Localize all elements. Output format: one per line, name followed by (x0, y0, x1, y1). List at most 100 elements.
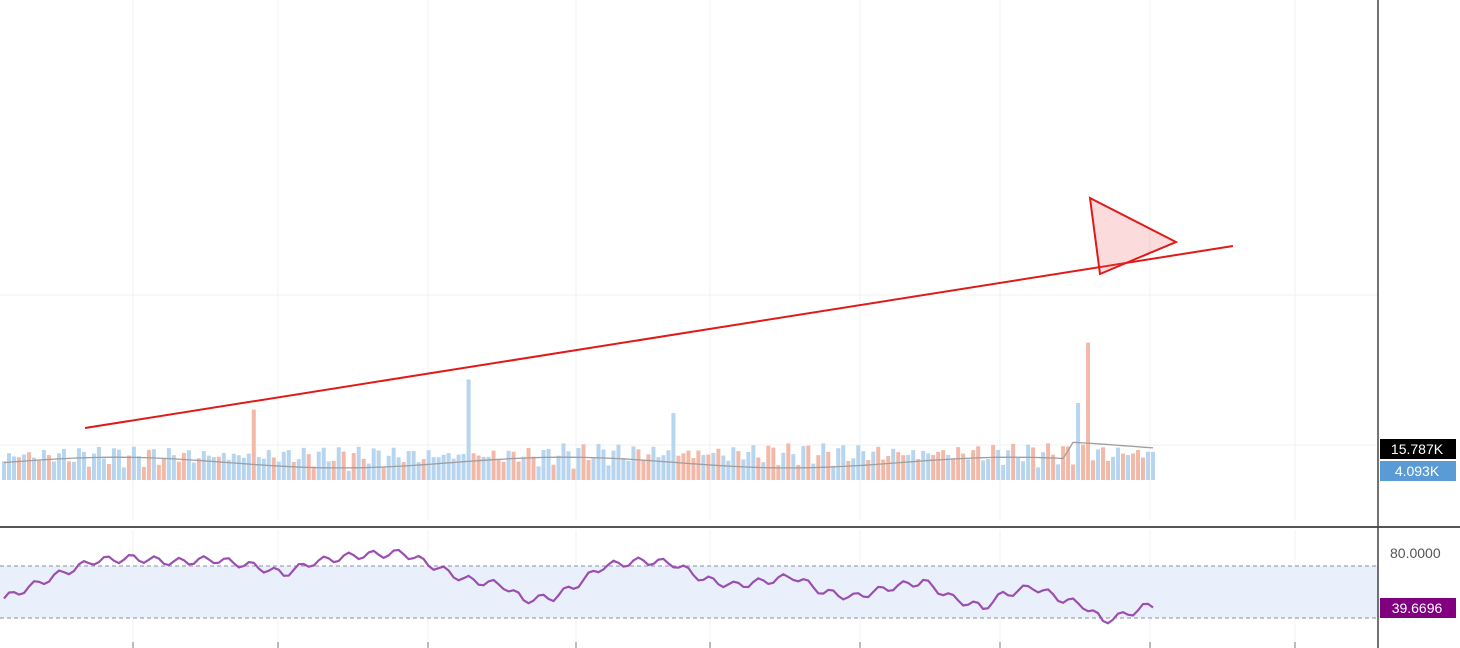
volume-bar (521, 456, 526, 480)
volume-bar (461, 454, 466, 480)
volume-bar (581, 444, 586, 480)
volume-bar (166, 448, 171, 480)
volume-bar (356, 446, 361, 480)
volume-bar (1031, 447, 1036, 480)
volume-bar (1151, 451, 1155, 480)
volume-bar (101, 458, 106, 480)
volume-bar (981, 460, 986, 480)
volume-bar (36, 460, 41, 480)
symmetrical-triangle-pattern[interactable] (1088, 196, 1179, 276)
volume-bar (1061, 446, 1066, 480)
volume-bar (1071, 464, 1076, 480)
volume-bar (391, 447, 396, 480)
volume-bar (596, 444, 601, 480)
volume-bar (61, 448, 66, 480)
volume-bar (441, 454, 446, 480)
volume-bar (151, 449, 156, 480)
volume-bar (641, 460, 646, 480)
volume-bar (846, 461, 851, 480)
volume-bar (2, 461, 6, 480)
volume-bar (561, 443, 566, 480)
volume-bar (321, 447, 326, 480)
volume-bar (796, 464, 801, 480)
volume-bar (216, 456, 221, 480)
volume-bar (926, 453, 931, 480)
volume-bar (361, 458, 366, 480)
price-axis[interactable]: 60000.050000.040000.020000.080.0000 (1377, 0, 1441, 648)
volume-bar (676, 455, 681, 480)
volume-bar (241, 457, 246, 480)
volume-bar (401, 462, 406, 480)
volume-bar (1056, 464, 1061, 480)
volume-bar (851, 458, 856, 480)
volume-bar (571, 468, 576, 480)
volume-bar (616, 444, 621, 480)
volume-bar (346, 470, 351, 480)
volume-bar (126, 455, 131, 480)
volume-bar (731, 447, 736, 480)
volume-ma-badge: 4.093K (1395, 463, 1440, 479)
volume-bar (256, 457, 261, 480)
volume-bar (206, 455, 211, 480)
volume-bar (111, 448, 116, 480)
volume-bar (116, 449, 121, 480)
volume-bar (506, 450, 511, 480)
volume-bar (291, 462, 296, 480)
volume-bar (146, 449, 151, 480)
volume-bar (526, 447, 531, 480)
volume-bar (1021, 461, 1026, 480)
volume-bar (471, 453, 476, 480)
volume-bar (336, 447, 341, 480)
volume-bar (1041, 452, 1046, 480)
volume-bar (351, 453, 356, 480)
volume-bar (961, 453, 966, 480)
volume-bar (486, 456, 491, 480)
volume-bar (951, 458, 956, 480)
volume-bar (156, 464, 161, 480)
volume-bar (221, 452, 226, 480)
volume-bar (791, 454, 796, 480)
volume-bar (696, 450, 701, 480)
volume-bar (1001, 464, 1006, 480)
volume-bar (871, 451, 876, 480)
ascending-trendline[interactable] (84, 245, 1234, 429)
volume-bar (516, 461, 521, 480)
volume-bar (1091, 460, 1096, 480)
volume-bar (936, 451, 941, 480)
volume-bar (721, 455, 726, 480)
volume-bar (451, 458, 456, 480)
volume-bar (251, 409, 256, 480)
volume-bar (31, 457, 36, 480)
volume-bar (71, 461, 76, 480)
volume-bar (786, 443, 791, 480)
volume-bar (651, 446, 656, 480)
volume-bar (976, 446, 981, 480)
volume-bar (866, 460, 871, 480)
volume-bar (1076, 402, 1081, 480)
volume-bar (586, 460, 591, 480)
volume-bar (66, 461, 71, 480)
volume-bar (366, 463, 371, 480)
volume-bar (771, 447, 776, 480)
volume-bar (781, 452, 786, 480)
volume-bar (171, 455, 176, 480)
volume-bar (766, 445, 771, 480)
volume-bar (426, 450, 431, 480)
volume-bar (421, 459, 426, 480)
volume-bar (1126, 455, 1131, 480)
volume-bar (16, 457, 21, 480)
trendline-and-triangle[interactable] (84, 196, 1234, 429)
volume-bar (456, 454, 461, 480)
volume-bar (21, 454, 26, 480)
volume-bar (681, 453, 686, 480)
volume-bar (331, 460, 336, 480)
volume-bar (996, 449, 1001, 480)
volume-bar (691, 458, 696, 480)
volume-bar (536, 466, 541, 480)
volume-bar (106, 464, 111, 480)
volume-bar (751, 445, 756, 480)
volume-bar (706, 454, 711, 480)
volume-bar (1066, 446, 1071, 480)
